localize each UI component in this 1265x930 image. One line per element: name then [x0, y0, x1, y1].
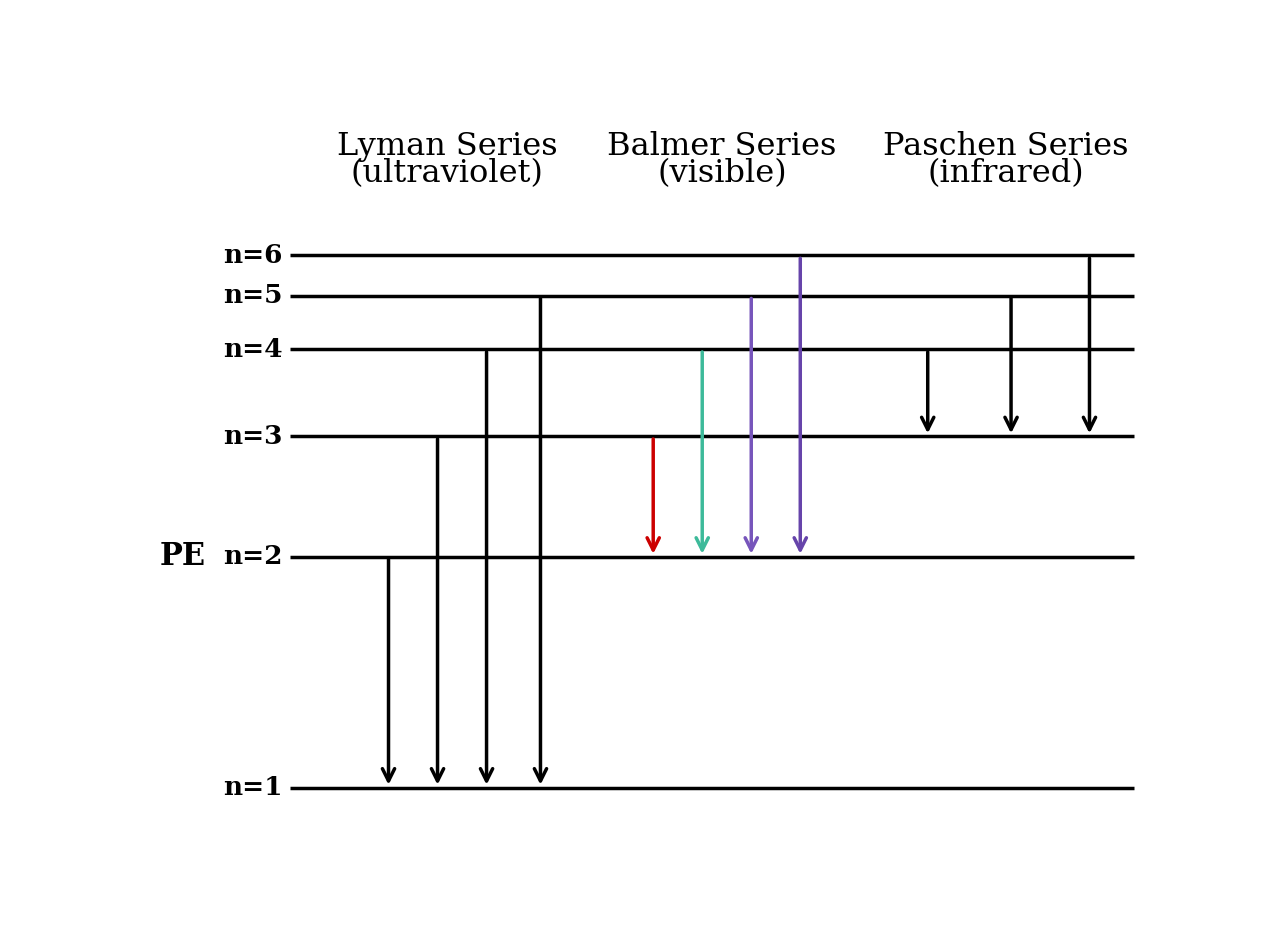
Text: n=2: n=2 [223, 544, 282, 569]
Text: n=4: n=4 [223, 337, 282, 362]
Text: n=5: n=5 [223, 283, 282, 308]
Text: PE: PE [159, 541, 206, 572]
Text: (visible): (visible) [657, 157, 787, 189]
Text: (infrared): (infrared) [927, 157, 1084, 189]
Text: n=1: n=1 [223, 775, 282, 800]
Text: (ultraviolet): (ultraviolet) [350, 157, 544, 189]
Text: n=6: n=6 [223, 243, 282, 268]
Text: Paschen Series: Paschen Series [883, 131, 1128, 162]
Text: n=3: n=3 [223, 424, 282, 448]
Text: Lyman Series: Lyman Series [336, 131, 558, 162]
Text: Balmer Series: Balmer Series [607, 131, 836, 162]
